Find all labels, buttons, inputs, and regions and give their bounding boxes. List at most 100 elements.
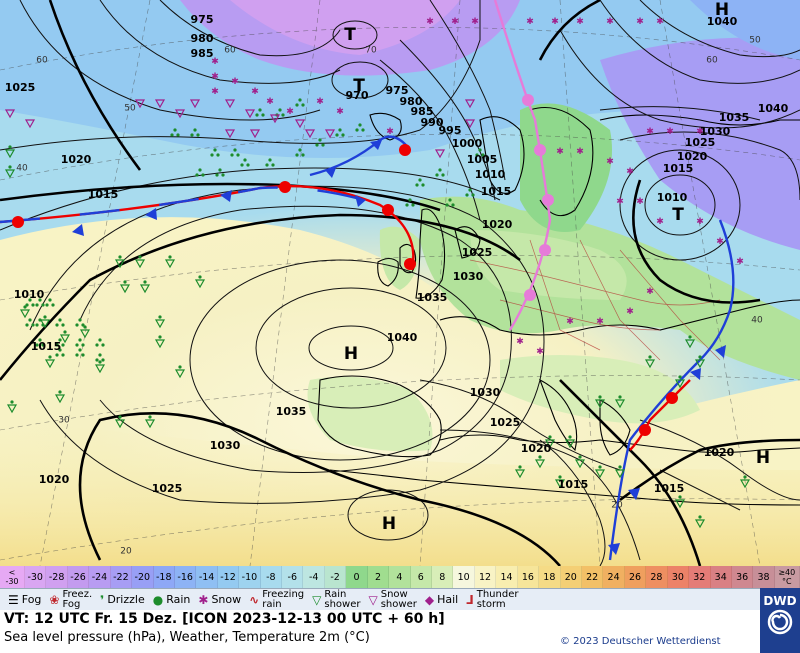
rain-icon <box>298 148 302 152</box>
isobar-label: 1025 <box>490 416 521 429</box>
snow-shower-icon <box>224 99 236 109</box>
isobar-label: 1030 <box>700 125 731 138</box>
rain-icon <box>358 123 362 127</box>
temperature-scale: < -30 -30 -28 -26 -24 -22 -20 -18 -16 -14 -12 -10 -8-… <box>0 566 800 588</box>
rain-icon <box>35 323 39 327</box>
rain-shower-icon <box>674 379 686 389</box>
isobar-label: 1040 <box>758 102 789 115</box>
rain-icon <box>271 163 275 167</box>
snow-shower-icon <box>174 109 186 119</box>
rain-icon <box>51 303 55 307</box>
legend-label: Snow shower <box>380 589 417 610</box>
rain-icon <box>198 168 202 172</box>
isobars <box>0 0 800 566</box>
isobar-label: 1015 <box>31 340 62 353</box>
isobar-label: 1005 <box>467 153 498 166</box>
rain-shower-icon <box>694 519 706 529</box>
scale-cell: -20 <box>132 566 154 588</box>
snow-icon: ✱ <box>211 87 219 97</box>
freezing-rain-icon: ∿ <box>249 593 260 607</box>
isobar-label: 1040 <box>707 15 738 28</box>
legend-label: Thunder storm <box>476 589 519 610</box>
rain-icon <box>418 178 422 182</box>
snow-icon: ✱ <box>596 317 604 327</box>
dwd-logo: DWD <box>760 588 800 653</box>
fog-icon: ☰ <box>8 593 19 607</box>
rain-icon <box>81 343 85 347</box>
temperature-label: 40 <box>16 164 28 174</box>
snow-icon: ✱ <box>471 17 479 27</box>
scale-cell: 6 <box>410 566 433 588</box>
scale-cell: 36 <box>731 566 754 588</box>
rain-icon <box>255 113 259 117</box>
scale-cell: -4 <box>303 566 325 588</box>
isobar-label: 1015 <box>654 482 685 495</box>
rain-shower-icon <box>4 149 16 159</box>
snow-shower-icon <box>224 129 236 139</box>
isobar-label: 980 <box>400 95 423 108</box>
rain-icon <box>218 168 222 172</box>
snow-shower-icon <box>244 109 256 119</box>
rain-icon <box>261 113 265 117</box>
rain-icon <box>355 128 359 132</box>
temperature-label: 40 <box>751 316 763 326</box>
scale-cell: -2 <box>324 566 347 588</box>
scale-cell: -28 <box>46 566 68 588</box>
isobar-label: 1020 <box>39 473 70 486</box>
snow-shower-icon <box>464 99 476 109</box>
isobar-label: 1015 <box>481 185 512 198</box>
rain-shower-icon <box>594 399 606 409</box>
snow-icon: ✱ <box>286 107 294 117</box>
snow-shower-icon <box>24 119 36 129</box>
scale-cell: 38 <box>753 566 775 588</box>
isobar-label: 1025 <box>685 136 716 149</box>
rain-shower-icon <box>139 284 151 294</box>
snow-shower-icon <box>434 149 446 159</box>
valid-time: VT: 12 UTC Fr. 15 Dez. [ICON 2023-12-13 … <box>4 611 445 627</box>
rain-icon <box>298 98 302 102</box>
isobar-label: 980 <box>191 32 214 45</box>
isobar-label: 1015 <box>558 478 589 491</box>
scale-cell: -6 <box>282 566 304 588</box>
legend-item: ▽ Snow shower <box>368 590 416 610</box>
rain-icon <box>445 203 449 207</box>
rain-shower-icon <box>544 439 556 449</box>
scale-cell: -16 <box>174 566 197 588</box>
dwd-spiral-icon <box>767 609 793 635</box>
rain-shower-icon <box>54 394 66 404</box>
rain-shower-icon <box>739 479 751 489</box>
snow-shower-icon <box>189 99 201 109</box>
temperature-labels: 60 50 40 30 20 60 50 40 20 60 70 <box>16 36 763 557</box>
rain-icon <box>41 343 45 347</box>
rain-shower-icon <box>694 359 706 369</box>
rain-icon <box>190 133 194 137</box>
scale-cell: -26 <box>67 566 90 588</box>
snow-icon: ✱ <box>551 17 559 27</box>
rain-icon <box>61 353 65 357</box>
rain-icon <box>28 318 32 322</box>
scale-cell: 12 <box>474 566 497 588</box>
scale-min-cell: < -30 <box>0 566 25 588</box>
temperature-label: 60 <box>36 56 48 66</box>
rain-icon <box>81 353 85 357</box>
scale-cell: 14 <box>496 566 518 588</box>
rain-shower-icon <box>19 309 31 319</box>
rain-icon <box>468 188 472 192</box>
rain-icon <box>441 173 445 177</box>
snow-icon: ✱ <box>626 167 634 177</box>
rain-icon <box>173 128 177 132</box>
snow-icon: ✱ <box>266 97 274 107</box>
info-panel: VT: 12 UTC Fr. 15 Dez. [ICON 2023-12-13 … <box>0 610 760 653</box>
snow-shower-icon <box>269 114 281 124</box>
isobar-label: 1025 <box>5 81 36 94</box>
scale-min-value: -30 <box>5 577 19 586</box>
rain-icon <box>216 153 220 157</box>
isobar-label: 1035 <box>719 111 750 124</box>
legend-item: ☰ Fog <box>8 593 41 607</box>
snow-icon: ✱ <box>656 217 664 227</box>
rain-icon <box>98 353 102 357</box>
rain-icon <box>221 173 225 177</box>
rain-icon <box>321 143 325 147</box>
copyright: © 2023 Deutscher Wetterdienst <box>560 636 721 647</box>
scale-max-cell: ≥40 °C <box>774 566 800 588</box>
